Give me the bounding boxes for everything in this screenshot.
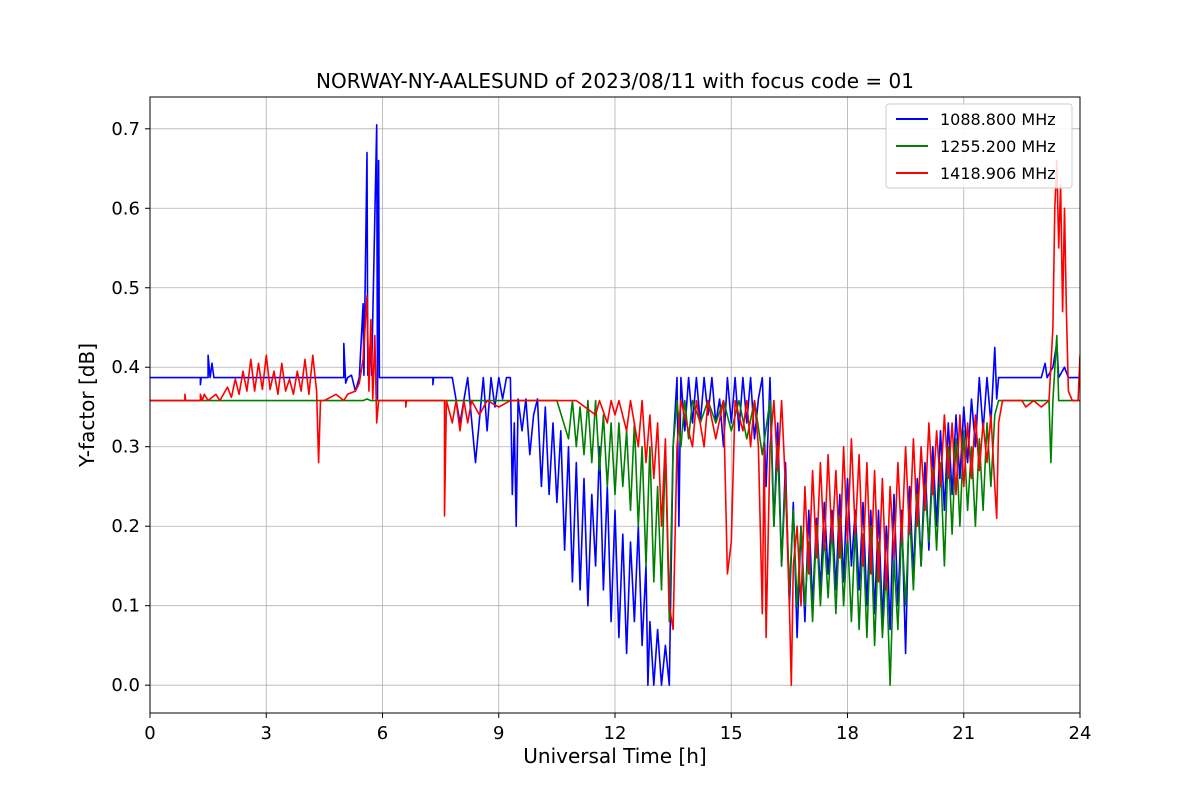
y-tick-label: 0.3: [111, 437, 140, 458]
legend-entry: 1088.800 MHz: [940, 110, 1056, 129]
y-axis-label: Y-factor [dB]: [75, 343, 99, 468]
x-tick-label: 9: [493, 723, 504, 744]
x-tick-label: 18: [836, 723, 859, 744]
x-tick-label: 15: [720, 723, 743, 744]
x-tick-label: 3: [261, 723, 272, 744]
legend-box: [885, 103, 1073, 189]
legend-entry: 1418.906 MHz: [940, 164, 1056, 183]
y-tick-label: 0.7: [111, 119, 140, 140]
legend-entry: 1255.200 MHz: [940, 137, 1056, 156]
y-tick-label: 0.4: [111, 357, 140, 378]
y-tick-label: 0.6: [111, 198, 140, 219]
x-tick-label: 24: [1069, 723, 1092, 744]
chart-title: NORWAY-NY-AALESUND of 2023/08/11 with fo…: [316, 69, 914, 93]
y-tick-label: 0.5: [111, 278, 140, 299]
y-tick-label: 0.1: [111, 596, 140, 617]
series-layer: [150, 124, 1080, 686]
y-tick-label: 0.2: [111, 516, 140, 537]
x-tick-label: 21: [952, 723, 975, 744]
x-axis-label: Universal Time [h]: [523, 744, 706, 768]
x-tick-label: 12: [604, 723, 627, 744]
series-line: [150, 159, 1080, 686]
x-tick-label: 6: [377, 723, 388, 744]
y-tick-label: 0.0: [111, 675, 140, 696]
x-tick-label: 0: [144, 723, 155, 744]
legend: 1088.800 MHz 1255.200 MHz 1418.906 MHz: [885, 103, 1073, 189]
series-line: [150, 334, 1080, 686]
axis-ticks: 0 3 6 9 12 15 18 21 24 0.0 0.1 0.2 0.3 0.4 0.5 0.6 0.7: [111, 119, 1091, 744]
